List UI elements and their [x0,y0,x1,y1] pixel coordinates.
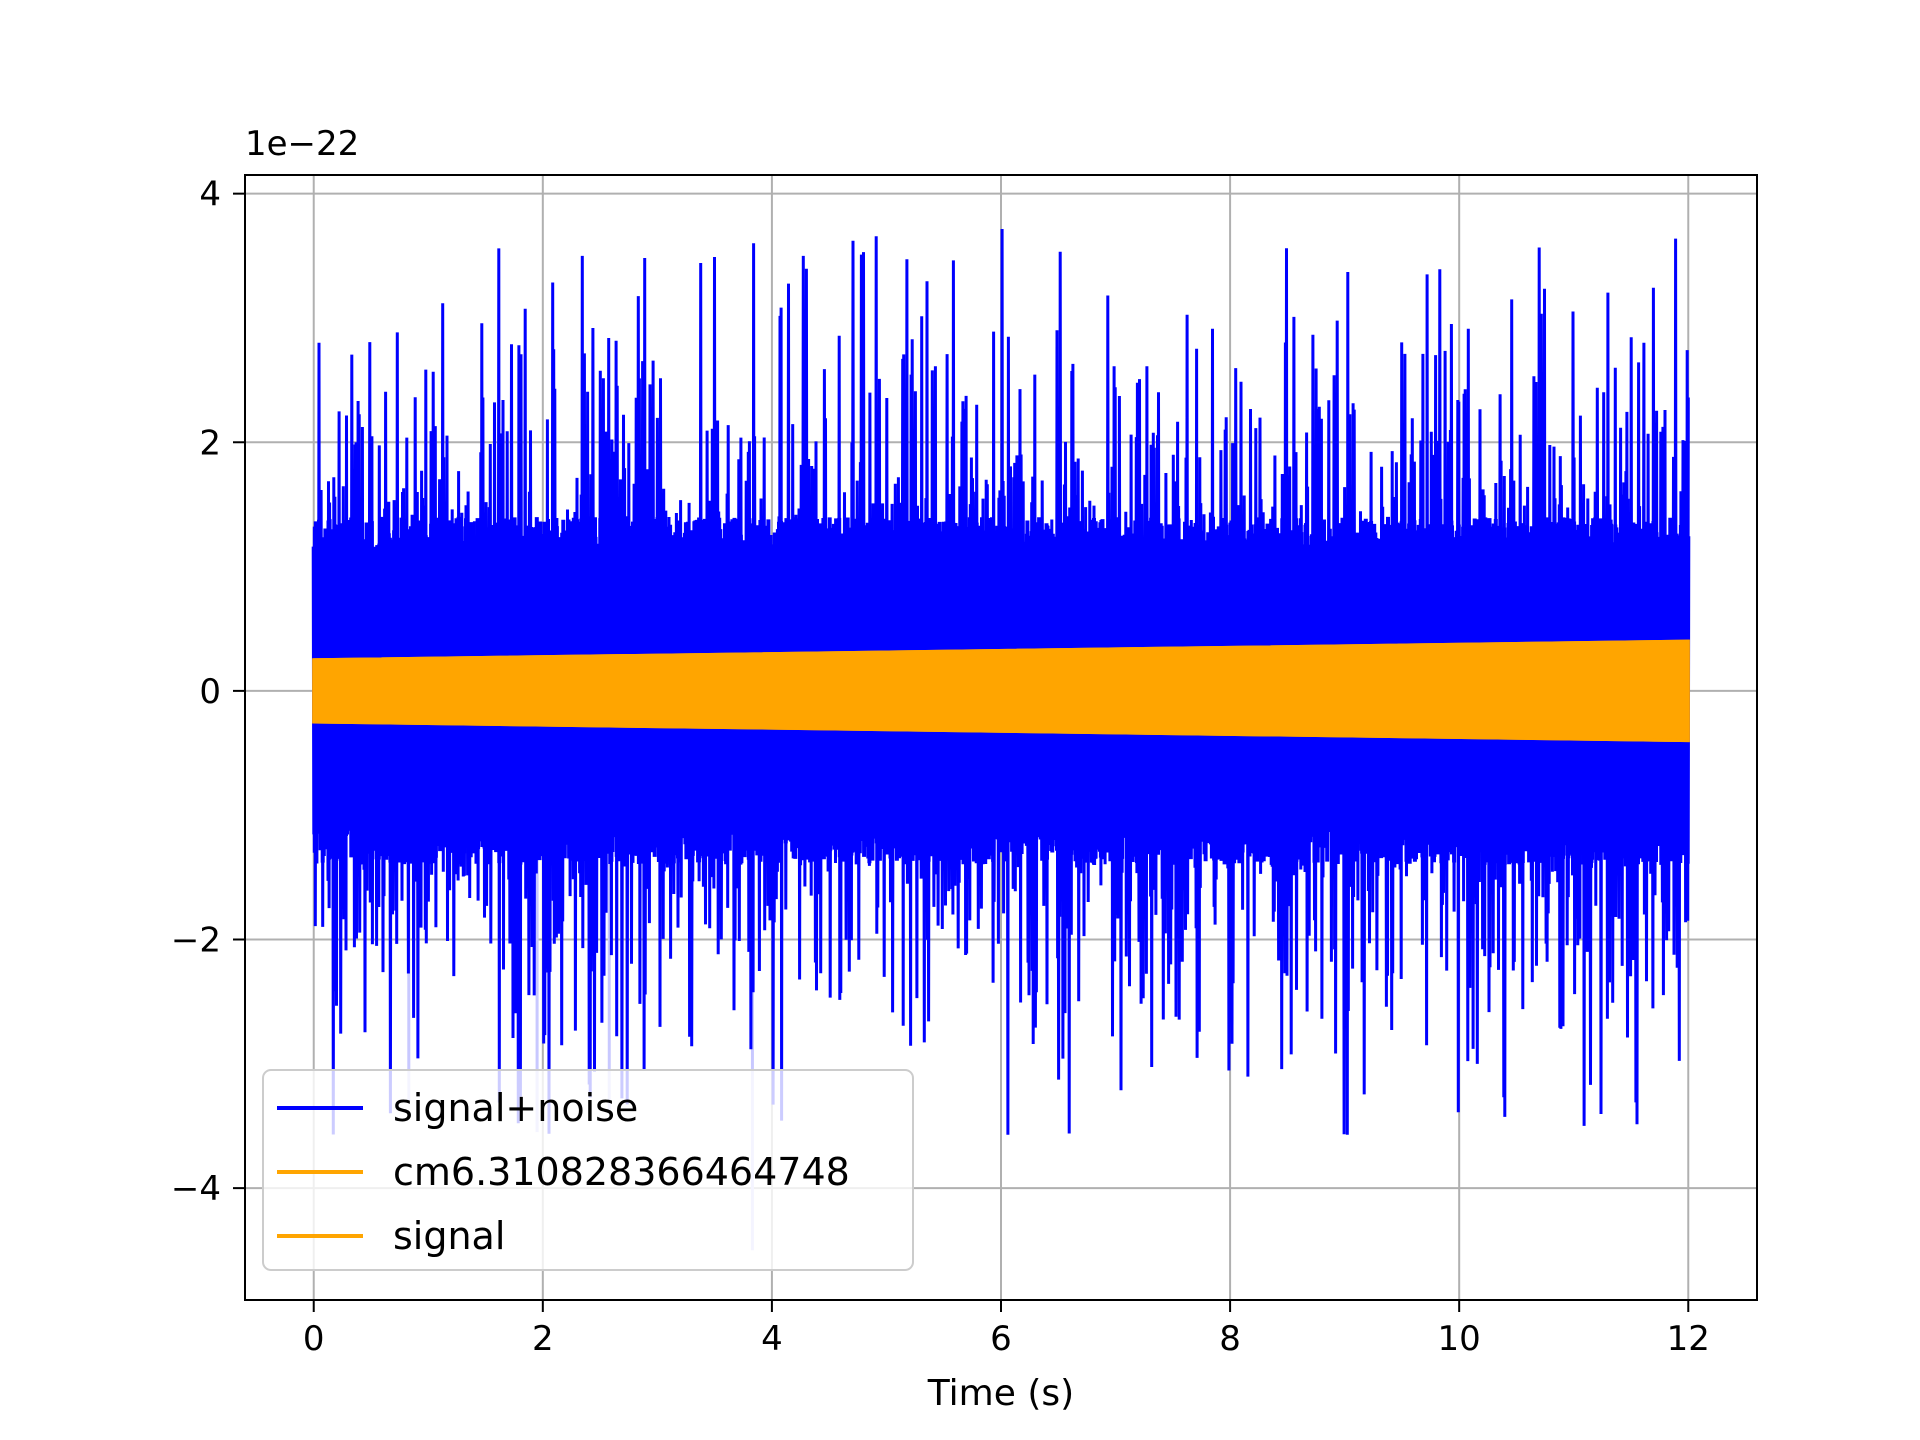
y-offset-label: 1e−22 [245,124,359,164]
y-tick-label: −4 [171,1169,221,1209]
plot-area [311,228,1691,1251]
x-tick-label: 12 [1667,1319,1710,1359]
y-tick-label: 4 [199,175,221,215]
legend-label: signal [393,1214,505,1258]
y-axis: −4 −2 0 2 4 [171,175,245,1209]
legend-label: cm6.310828366464748 [393,1150,850,1194]
x-tick-label: 4 [761,1319,783,1359]
series-signal-noise-core [311,516,1691,865]
series-signal-band [312,639,1690,743]
x-axis-label: Time (s) [927,1373,1074,1414]
x-tick-label: 0 [303,1319,325,1359]
legend-box [262,1069,914,1271]
x-tick-label: 10 [1438,1319,1481,1359]
legend-label: signal+noise [393,1086,638,1130]
y-tick-label: 2 [199,423,221,463]
x-axis: 0 2 4 6 8 10 12 [303,1300,1710,1359]
legend: signal+noise cm6.310828366464748 signal [262,1069,914,1271]
y-tick-label: 0 [199,672,221,712]
x-tick-label: 6 [990,1319,1012,1359]
x-tick-label: 8 [1219,1319,1241,1359]
y-tick-label: −2 [171,921,221,961]
x-tick-label: 2 [532,1319,554,1359]
